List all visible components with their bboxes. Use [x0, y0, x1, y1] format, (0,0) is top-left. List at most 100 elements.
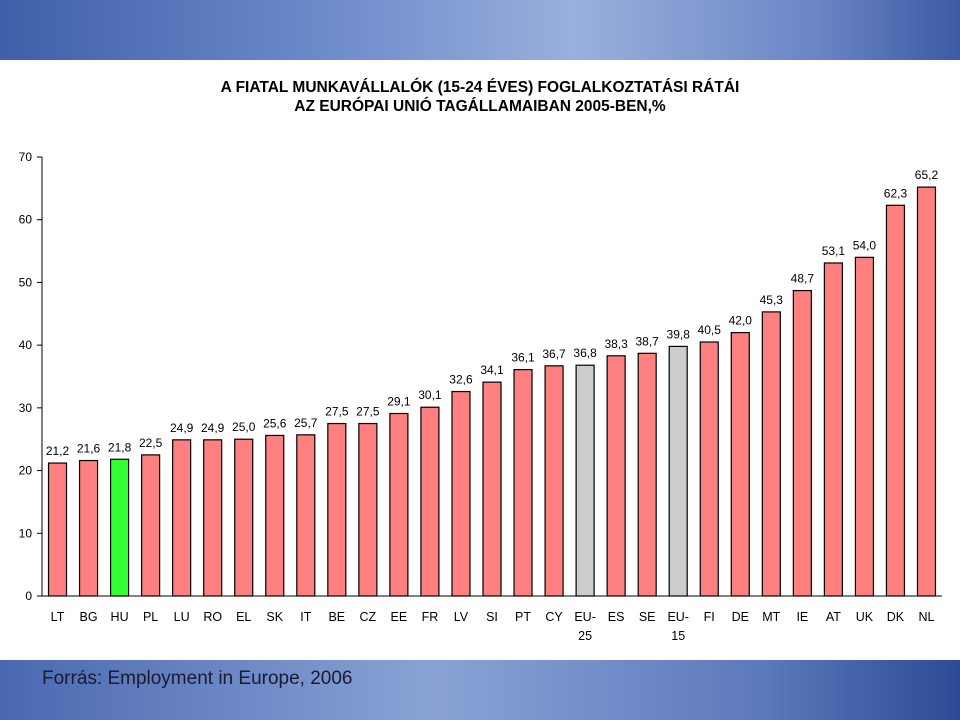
bar-value-label: 36,1	[511, 351, 535, 365]
y-tick-label: 40	[19, 338, 33, 352]
source-note: Forrás: Employment in Europe, 2006	[42, 668, 353, 689]
y-tick-label: 20	[19, 464, 33, 478]
bar-value-label: 40,5	[698, 323, 722, 337]
x-tick-label: 25	[578, 629, 592, 643]
y-tick-label: 0	[25, 589, 32, 603]
bar	[575, 364, 595, 597]
bar-value-label: 21,6	[77, 442, 101, 456]
bar	[47, 462, 68, 597]
bar-value-label: 27,5	[356, 405, 380, 419]
bar-value-label: 25,7	[294, 416, 318, 430]
bar	[916, 186, 937, 597]
bar-value-label: 48,7	[791, 272, 815, 286]
bar-value-label: 21,2	[46, 444, 70, 458]
bar-value-label: 53,1	[822, 244, 846, 258]
bar-value-label: 36,7	[542, 347, 566, 361]
bar	[606, 355, 626, 597]
footer-band	[0, 660, 960, 720]
bar-value-label: 25,0	[232, 420, 256, 434]
x-tick-label: LV	[454, 610, 469, 624]
chart-title-line-1: A FIATAL MUNKAVÁLLALÓK (15-24 ÉVES) FOGL…	[220, 79, 740, 96]
y-tick-label: 70	[19, 150, 33, 164]
bar	[296, 434, 316, 597]
bar-value-label: 29,1	[387, 395, 411, 409]
bar	[265, 434, 285, 597]
x-tick-label: CY	[545, 610, 563, 624]
x-tick-label: SK	[266, 610, 283, 624]
x-tick-label: FR	[422, 610, 439, 624]
x-tick-label: AT	[826, 610, 841, 624]
bar-value-label: 34,1	[480, 363, 504, 377]
x-tick-label: EE	[391, 610, 408, 624]
bar-value-label: 45,3	[760, 293, 784, 307]
x-tick-label: LU	[174, 610, 190, 624]
header-band	[0, 0, 960, 60]
x-tick-label: NL	[918, 610, 934, 624]
x-tick-label: PL	[143, 610, 158, 624]
bar	[78, 459, 99, 597]
bar	[823, 262, 843, 597]
x-tick-label: EU-	[574, 610, 596, 624]
x-tick-label: IE	[796, 610, 808, 624]
bar-value-label: 27,5	[325, 405, 349, 419]
bar	[327, 422, 347, 597]
x-tick-label: BE	[328, 610, 345, 624]
bar	[420, 406, 440, 597]
bar	[141, 454, 161, 597]
y-tick-label: 60	[19, 213, 33, 227]
bar-value-label: 38,3	[604, 337, 628, 351]
x-tick-label: SI	[486, 610, 498, 624]
x-tick-label: EL	[236, 610, 251, 624]
bar	[699, 341, 719, 597]
bar-chart: 0 10 20 30 40 50 60 70 21,2 LT 21,6 BG 21,8 HU 22,5 PL 2…	[19, 150, 942, 643]
bar-value-label: 24,9	[170, 421, 194, 435]
bar-value-label: 24,9	[201, 421, 225, 435]
bar	[513, 369, 533, 597]
bar	[637, 352, 657, 597]
x-tick-label: SE	[639, 610, 656, 624]
chart-title: A FIATAL MUNKAVÁLLALÓK (15-24 ÉVES) FOGL…	[0, 78, 960, 116]
bar	[761, 311, 781, 597]
bar-value-label: 62,3	[884, 186, 908, 200]
bar	[854, 256, 875, 597]
chart-title-line-2: AZ EURÓPAI UNIÓ TAGÁLLAMAIBAN 2005-BEN,%	[294, 98, 666, 115]
bar	[389, 412, 409, 597]
x-tick-label: PT	[515, 610, 531, 624]
bar-value-label: 36,8	[573, 346, 597, 360]
y-tick-label: 50	[19, 275, 33, 289]
bar-value-label: 54,0	[853, 238, 877, 252]
bar-value-label: 39,8	[667, 327, 691, 341]
bar	[203, 439, 223, 597]
bar-value-label: 38,7	[635, 334, 659, 348]
bar	[172, 439, 192, 597]
bar-value-label: 32,6	[449, 373, 473, 387]
x-tick-label: BG	[80, 610, 98, 624]
x-tick-label: LT	[51, 610, 65, 624]
x-tick-label: IT	[300, 610, 311, 624]
bar	[668, 345, 688, 597]
y-tick-label: 10	[19, 526, 33, 540]
bar-value-label: 21,8	[108, 440, 132, 454]
y-tick-label: 30	[19, 401, 33, 415]
x-tick-label: RO	[203, 610, 222, 624]
x-tick-label: CZ	[360, 610, 377, 624]
bar	[451, 390, 471, 597]
bar-value-label: 65,2	[915, 168, 939, 182]
x-tick-label: UK	[856, 610, 874, 624]
bar	[358, 422, 378, 597]
bar	[109, 458, 130, 597]
bar	[730, 332, 750, 597]
x-tick-label: EU-	[667, 610, 689, 624]
x-tick-label: DK	[887, 610, 905, 624]
bar	[482, 381, 502, 597]
x-tick-label: DE	[732, 610, 749, 624]
bar	[792, 289, 812, 597]
bar	[544, 365, 564, 597]
x-tick-label: FI	[704, 610, 715, 624]
x-tick-label: HU	[111, 610, 129, 624]
bar-value-label: 22,5	[139, 436, 163, 450]
x-tick-label: ES	[608, 610, 625, 624]
x-tick-label: 15	[671, 629, 685, 643]
bar-value-label: 30,1	[418, 388, 442, 402]
bar-value-label: 42,0	[729, 314, 753, 328]
